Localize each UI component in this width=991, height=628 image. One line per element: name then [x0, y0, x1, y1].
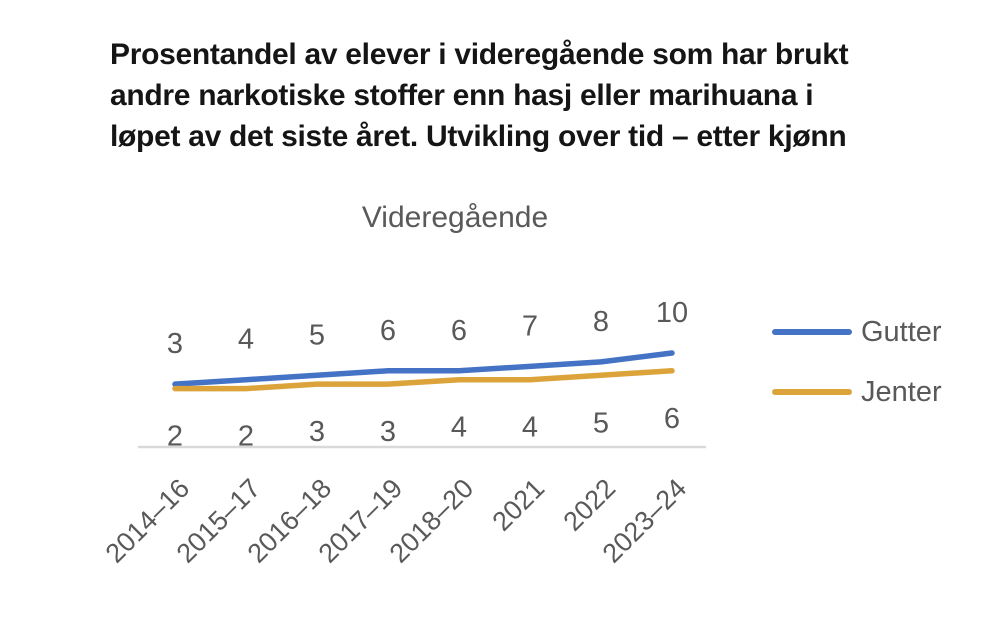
chart-subtitle: Videregående	[361, 201, 549, 234]
data-label-jenter: 2	[167, 421, 183, 453]
legend-swatch-jenter	[772, 389, 852, 395]
data-label-gutter: 5	[309, 319, 325, 351]
data-label-jenter: 5	[593, 407, 609, 439]
legend-label-jenter: Jenter	[861, 375, 942, 408]
legend-item-jenter: Jenter	[772, 375, 942, 409]
data-label-jenter: 3	[380, 416, 396, 448]
x-axis-label: 2021	[487, 473, 551, 537]
legend-item-gutter: Gutter	[772, 315, 942, 349]
data-label-gutter: 3	[167, 328, 183, 360]
data-label-gutter: 10	[656, 297, 688, 329]
series-line-gutter	[172, 350, 675, 387]
data-label-gutter: 7	[522, 310, 538, 342]
legend-swatch-gutter	[772, 329, 852, 335]
series-line-jenter	[172, 368, 675, 392]
data-label-jenter: 2	[238, 421, 254, 453]
chart-title-line-2: andre narkotiske stoffer enn hasj eller …	[110, 79, 814, 112]
data-label-jenter: 6	[664, 403, 680, 435]
data-label-jenter: 4	[522, 412, 538, 444]
legend-label-gutter: Gutter	[861, 315, 942, 348]
chart-title-line-3: løpet av det siste året. Utvikling over …	[110, 120, 847, 153]
chart-title-line-1: Prosentandel av elever i videregående so…	[110, 38, 849, 71]
data-label-jenter: 4	[451, 412, 467, 444]
chart-title: Prosentandel av elever i videregående so…	[110, 34, 980, 157]
data-label-gutter: 4	[238, 324, 254, 356]
data-label-jenter: 3	[309, 416, 325, 448]
data-label-gutter: 6	[380, 315, 396, 347]
data-label-gutter: 6	[451, 315, 467, 347]
data-label-gutter: 8	[593, 306, 609, 338]
x-axis-label: 2022	[558, 473, 622, 537]
chart-legend: Gutter Jenter	[772, 315, 942, 435]
